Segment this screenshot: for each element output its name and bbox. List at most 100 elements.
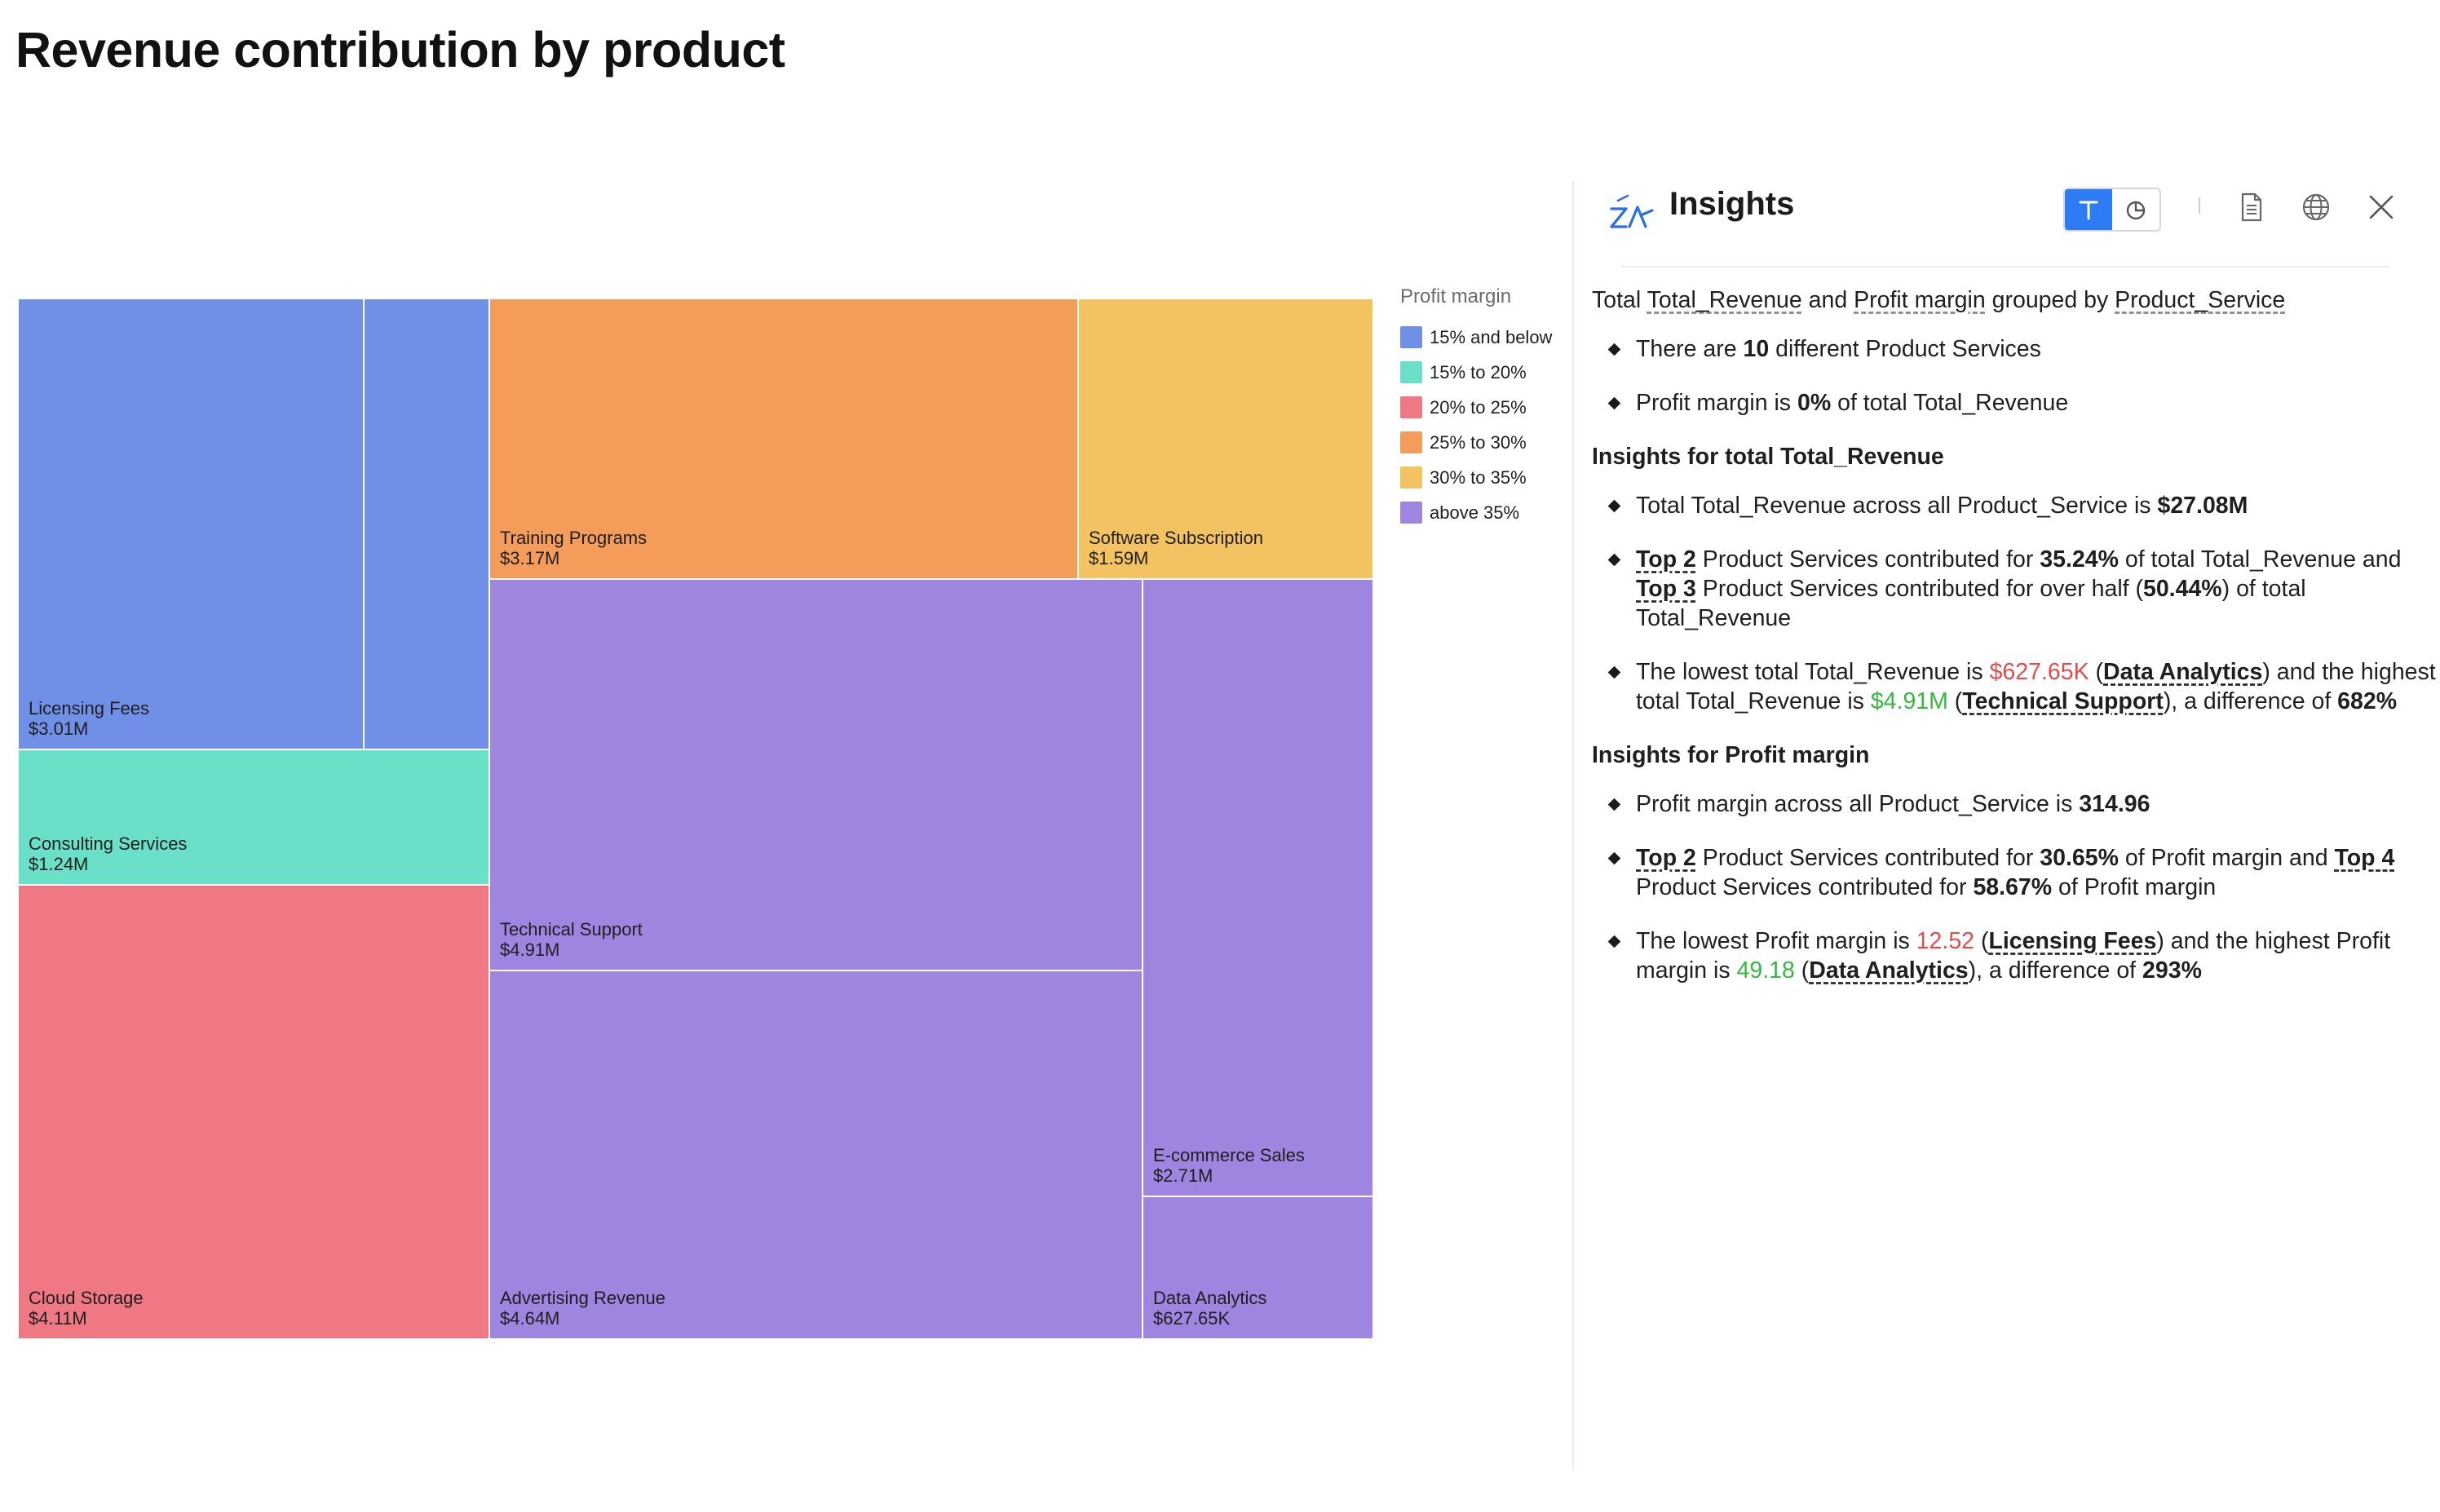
tile-value: $1.24M [29,854,89,874]
insight-item: Top 2 Product Services contributed for 3… [1592,545,2436,633]
top-3-link[interactable]: Top 3 [1636,576,1696,602]
tile-name: Cloud Storage [29,1288,144,1308]
top-2-link[interactable]: Top 2 [1636,845,1696,871]
close-icon[interactable] [2365,191,2398,223]
legend-label: 25% to 30% [1430,431,1527,453]
treemap-tile[interactable]: E-commerce Sales $2.71M [1143,579,1373,1196]
technical-support-link[interactable]: Technical Support [1962,688,2164,714]
treemap-tile[interactable]: Advertising Revenue $4.64M [489,970,1143,1339]
tile-label: Advertising Revenue $4.64M [500,1288,665,1329]
tile-label: Training Programs $3.17M [500,528,647,568]
tile-value: $3.17M [500,548,560,568]
insight-item: There are 10 different Product Services [1592,334,2436,364]
insights-body: Total Total_Revenue and Profit margin gr… [1592,285,2436,1010]
legend-swatch [1400,431,1422,453]
legend-item[interactable]: 20% to 25% [1400,390,1580,425]
tile-name: Training Programs [500,528,648,548]
general-insights: There are 10 different Product Services … [1592,334,2436,418]
tile-label: Consulting Services $1.24M [29,833,187,874]
panel-divider [1572,181,1574,1470]
tile-value: $2.71M [1153,1165,1213,1186]
tile-name: Data Analytics [1153,1288,1267,1308]
insight-item: Total Total_Revenue across all Product_S… [1592,491,2436,520]
insights-panel: Insights [1592,181,2436,1486]
field-profit-margin[interactable]: Profit margin [1854,287,1986,313]
insight-item: Top 2 Product Services contributed for 3… [1592,843,2436,902]
tile-value: $1.59M [1089,548,1149,568]
tile-name: Consulting Services [29,833,188,854]
tile-value: $3.01M [29,718,89,739]
insights-title: Insights [1669,186,1795,222]
legend-label: 20% to 25% [1430,396,1527,418]
legend-swatch [1400,466,1422,489]
legend-item[interactable]: 15% and below [1400,320,1580,355]
licensing-fees-link[interactable]: Licensing Fees [1988,928,2157,954]
legend-label: above 35% [1430,502,1520,523]
legend-item[interactable]: 25% to 30% [1400,425,1580,460]
treemap-tile[interactable]: Cloud Storage $4.11M [18,885,489,1339]
margin-insights-heading: Insights for Profit margin [1592,742,1870,768]
legend-label: 30% to 35% [1430,466,1527,488]
insights-header-rule [1621,266,2389,267]
document-icon[interactable] [2234,191,2267,223]
tile-name: Licensing Fees [29,698,149,718]
legend-swatch [1400,396,1422,418]
insights-summary: Total Total_Revenue and Profit margin gr… [1592,287,2286,313]
chart-view-icon [2126,201,2146,220]
insight-item: Profit margin is 0% of total Total_Reven… [1592,388,2436,418]
tile-label: Software Subscription $1.59M [1089,528,1263,568]
treemap-tile[interactable]: Consulting Services $1.24M [18,749,489,885]
legend-item[interactable]: 15% to 20% [1400,355,1580,390]
revenue-insights: Total Total_Revenue across all Product_S… [1592,491,2436,716]
toolbar-separator [2199,197,2200,214]
treemap-tile[interactable] [364,298,489,749]
margin-insights: Profit margin across all Product_Service… [1592,789,2436,985]
top-2-link[interactable]: Top 2 [1636,546,1696,573]
tile-label: Technical Support $4.91M [500,919,643,960]
tile-name: Software Subscription [1089,528,1263,548]
tile-value: $627.65K [1153,1308,1231,1329]
legend-swatch [1400,326,1422,348]
tile-label: Data Analytics $627.65K [1153,1288,1266,1329]
insight-item: The lowest total Total_Revenue is $627.6… [1592,657,2436,716]
legend-label: 15% and below [1430,326,1553,347]
treemap-tile[interactable]: Data Analytics $627.65K [1143,1196,1373,1339]
treemap-chart: Licensing Fees $3.01M Consulting Services $… [18,298,1373,1339]
legend-title: Profit margin [1400,285,1512,307]
view-toggle [2063,188,2161,232]
tile-name: E-commerce Sales [1153,1145,1305,1165]
treemap-tile[interactable]: Technical Support $4.91M [489,579,1143,970]
revenue-insights-heading: Insights for total Total_Revenue [1592,444,1944,470]
legend: Profit margin 15% and below 15% to 20% 20%… [1400,285,1580,530]
legend-swatch [1400,502,1422,524]
tile-label: Cloud Storage $4.11M [29,1288,144,1329]
globe-icon[interactable] [2300,191,2332,223]
top-4-link[interactable]: Top 4 [2334,845,2395,871]
insight-item: Profit margin across all Product_Service… [1592,789,2436,819]
legend-label: 15% to 20% [1430,361,1527,382]
page-title: Revenue contribution by product [15,22,785,77]
treemap-tile[interactable]: Licensing Fees $3.01M [18,298,364,749]
insights-header: Insights [1592,181,2407,267]
tile-name: Advertising Revenue [500,1288,666,1308]
insights-logo-icon [1610,194,1654,228]
tile-name: Technical Support [500,919,643,939]
treemap-tile[interactable]: Software Subscription $1.59M [1078,298,1373,579]
treemap-tile[interactable]: Training Programs $3.17M [489,298,1078,579]
field-product-service[interactable]: Product_Service [2115,287,2286,313]
chart-view-button[interactable] [2112,189,2159,230]
data-analytics-link[interactable]: Data Analytics [1809,957,1969,984]
tile-value: $4.11M [29,1308,87,1329]
tile-value: $4.91M [500,939,560,960]
text-view-icon [2079,201,2098,220]
legend-item[interactable]: above 35% [1400,495,1580,530]
tile-label: E-commerce Sales $2.71M [1153,1145,1305,1186]
data-analytics-link[interactable]: Data Analytics [2103,659,2263,685]
field-total-revenue[interactable]: Total_Revenue [1647,287,1802,313]
insight-item: The lowest Profit margin is 12.52 (Licen… [1592,926,2436,985]
tile-label: Licensing Fees $3.01M [29,698,149,739]
legend-item[interactable]: 30% to 35% [1400,460,1580,495]
tile-value: $4.64M [500,1308,560,1329]
legend-swatch [1400,361,1422,383]
text-view-button[interactable] [2065,189,2112,230]
